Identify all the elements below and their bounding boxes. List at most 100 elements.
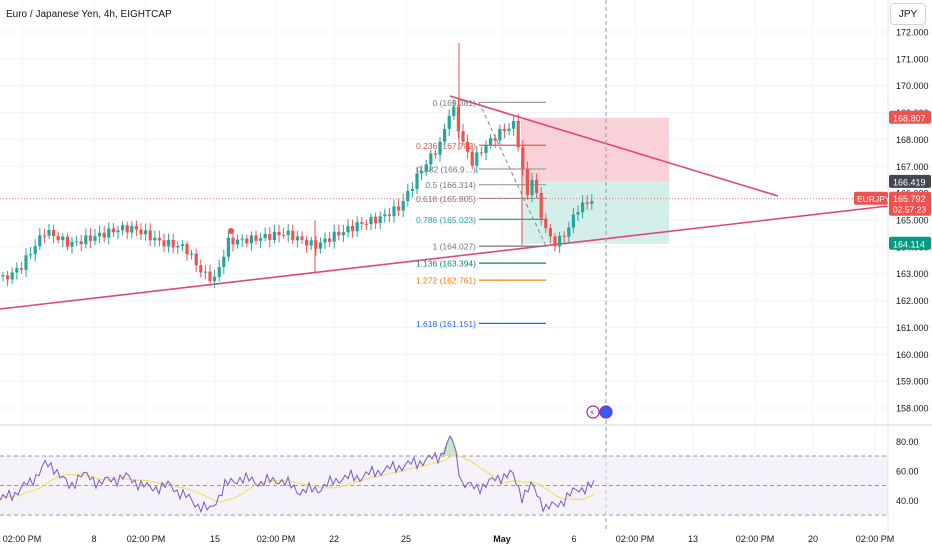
candle-down xyxy=(351,226,355,232)
time-tick-label: May xyxy=(493,534,511,544)
time-tick-label: 02:00 PM xyxy=(3,534,42,544)
candle-up xyxy=(1,275,5,277)
candle-down xyxy=(139,229,143,235)
lightning-icon xyxy=(586,405,600,419)
candle-down xyxy=(300,236,304,240)
price-tick-label: 167.000 xyxy=(896,162,929,172)
price-tick-label: 170.000 xyxy=(896,81,929,91)
candle-down xyxy=(360,222,364,224)
candle-down xyxy=(433,153,437,155)
candle-up xyxy=(24,255,28,270)
candle-up xyxy=(130,225,134,233)
candle-up xyxy=(144,230,148,235)
fib-level-label: 0.5 (166.314) xyxy=(425,180,476,190)
resistance-trendline xyxy=(449,95,779,197)
candle-down xyxy=(79,241,83,245)
candle-up xyxy=(401,201,405,211)
candle-up xyxy=(332,231,336,242)
fib-level-label: 1 (164.027) xyxy=(433,242,477,252)
candle-down xyxy=(525,168,529,196)
fib-level-label: 0 (169.381) xyxy=(433,98,477,108)
time-tick-label: 13 xyxy=(688,534,698,544)
candle-up xyxy=(93,236,97,241)
candle-up xyxy=(484,145,488,154)
candle-up xyxy=(286,230,290,236)
candle-down xyxy=(456,106,460,132)
price-tick-label: 158.000 xyxy=(896,404,929,414)
candle-up xyxy=(295,236,299,241)
trendlines[interactable] xyxy=(0,95,889,310)
time-tick-label: 8 xyxy=(91,534,96,544)
chart-title: Euro / Japanese Yen, 4h, EIGHTCAP xyxy=(6,9,172,20)
time-tick-label: 02:00 PM xyxy=(127,534,166,544)
candle-down xyxy=(208,271,212,282)
candle-up xyxy=(576,212,580,215)
candle-up xyxy=(240,238,244,240)
fibonacci-retracement[interactable]: 0 (169.381) 0.236 (167.782) 0.382 (166.9…)… xyxy=(416,98,547,329)
fib-level-label: 0.382 (166.9…) xyxy=(417,164,476,174)
symbol-tag xyxy=(854,191,888,205)
candle-up xyxy=(10,272,14,280)
candle-up xyxy=(383,214,387,217)
candle-up xyxy=(263,233,267,239)
price-tag xyxy=(889,236,931,250)
price-tag-label: 166.419 xyxy=(893,177,926,187)
candle-up xyxy=(410,188,414,191)
candle-up xyxy=(581,202,585,213)
candle-down xyxy=(157,237,161,241)
position-zones xyxy=(521,117,669,244)
candle-up xyxy=(15,268,19,273)
price-tag xyxy=(889,110,931,124)
candle-up xyxy=(75,241,79,243)
candle-down xyxy=(171,239,175,248)
candle-up xyxy=(61,236,65,241)
candle-up xyxy=(272,231,276,241)
candle-up xyxy=(309,240,313,246)
chart-annotations: ⚡ xyxy=(0,0,888,530)
candle-up xyxy=(222,256,226,267)
fib-level-label: 1.272 (162.761) xyxy=(416,276,476,286)
candle-up xyxy=(406,190,410,202)
candle-up xyxy=(475,152,479,166)
candle-up xyxy=(116,230,120,233)
fib-level-label: 0.786 (165.023) xyxy=(416,215,476,225)
price-tick-label: 163.000 xyxy=(896,269,929,279)
candle-down xyxy=(125,225,129,233)
candle-up xyxy=(226,237,230,257)
candle-down xyxy=(291,230,295,241)
candle-down xyxy=(328,238,332,242)
rsi-tick-label: 60.00 xyxy=(896,466,919,476)
candle-up xyxy=(369,216,373,225)
candle-down xyxy=(521,147,525,169)
candle-down xyxy=(268,233,272,241)
candle-up xyxy=(167,239,171,247)
price-tick-label: 165.000 xyxy=(896,216,929,226)
time-tick-label: 22 xyxy=(329,534,339,544)
candle-down xyxy=(282,235,286,237)
time-tick-label: 02:00 PM xyxy=(736,534,775,544)
candle-down xyxy=(148,230,152,241)
candle-down xyxy=(374,216,378,224)
candle-down xyxy=(493,138,497,141)
candle-up xyxy=(424,164,428,172)
price-tick-label: 160.000 xyxy=(896,350,929,360)
candle-down xyxy=(479,152,483,154)
fib-trend-line xyxy=(478,102,547,247)
rsi-ma-line xyxy=(0,454,595,503)
time-tick-label: 6 xyxy=(571,534,576,544)
price-tick-label: 168.000 xyxy=(896,135,929,145)
candle-up xyxy=(438,141,442,155)
time-tick-label: 02:00 PM xyxy=(257,534,296,544)
candle-down xyxy=(42,235,46,237)
currency-button[interactable]: JPY xyxy=(890,3,926,25)
candle-down xyxy=(162,240,166,247)
candle-down xyxy=(231,237,235,245)
candle-down xyxy=(553,236,557,247)
candle-down xyxy=(277,231,281,236)
price-tick-label: 162.000 xyxy=(896,296,929,306)
current-price-label: 165.792 xyxy=(893,194,926,204)
candle-up xyxy=(213,276,217,282)
candle-down xyxy=(539,193,543,219)
